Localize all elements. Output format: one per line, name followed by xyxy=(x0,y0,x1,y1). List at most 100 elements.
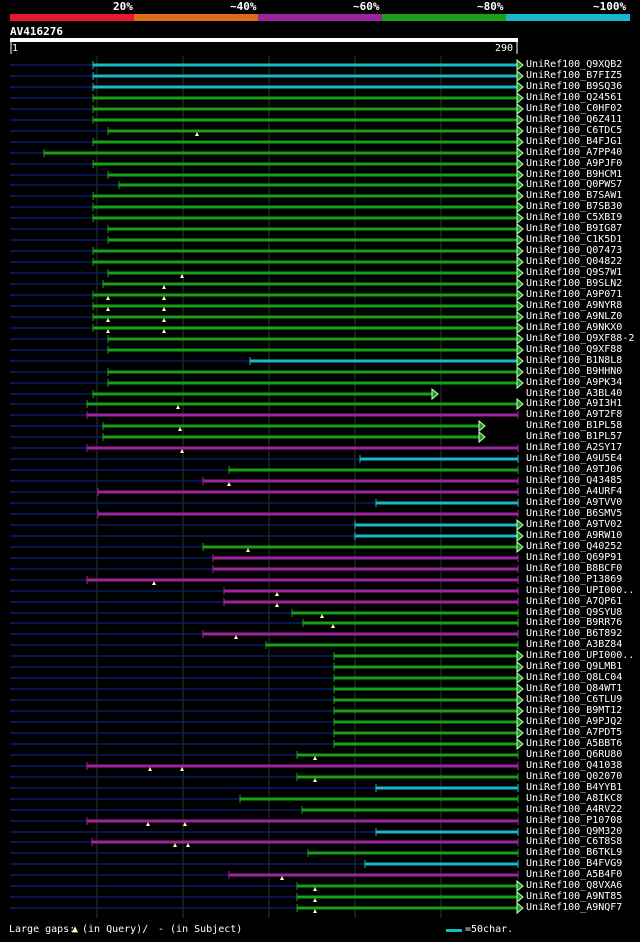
hit-label[interactable]: UniRef100_A7PDT5 xyxy=(526,727,623,738)
hit-label[interactable]: UniRef100_C6T8S8 xyxy=(526,836,623,847)
hit-label[interactable]: UniRef100_A9NLZ0 xyxy=(526,311,623,322)
hit-label[interactable]: UniRef100_A2SY17 xyxy=(526,442,623,453)
hit-label[interactable]: UniRef100_Q41038 xyxy=(526,760,623,771)
hit-label[interactable]: UniRef100_A9NQF7 xyxy=(526,902,623,913)
legend-query-gap-icon: ▲ xyxy=(72,924,79,935)
hit-label[interactable]: UniRef100_B6TKL9 xyxy=(526,847,623,858)
hit-label[interactable]: UniRef100_A3BZ84 xyxy=(526,639,623,650)
alignment-bar xyxy=(297,906,518,910)
hit-label[interactable]: UniRef100_UPI000.. xyxy=(526,585,635,596)
hit-label[interactable]: UniRef100_B1N8L8 xyxy=(526,355,623,366)
hit-label[interactable]: UniRef100_C6TDC5 xyxy=(526,125,623,136)
query-gap-marker xyxy=(178,427,182,431)
hit-label[interactable]: UniRef100_A3BL40 xyxy=(526,388,623,399)
hit-label[interactable]: UniRef100_B7SB30 xyxy=(526,201,623,212)
hit-label[interactable]: UniRef100_P13869 xyxy=(526,574,623,585)
hit-label[interactable]: UniRef100_B9HHN0 xyxy=(526,366,623,377)
alignment-bar xyxy=(93,96,518,100)
hit-label[interactable]: UniRef100_A9PK34 xyxy=(526,377,623,388)
identity-scale-segment xyxy=(134,14,258,21)
hit-label[interactable]: UniRef100_B8BCF0 xyxy=(526,563,623,574)
hit-label[interactable]: UniRef100_A9T2F8 xyxy=(526,409,623,420)
alignment-end-arrow xyxy=(516,354,524,368)
alignment-bar xyxy=(108,227,518,231)
hit-label[interactable]: UniRef100_A8IKC8 xyxy=(526,793,623,804)
hit-label[interactable]: UniRef100_C1K5D1 xyxy=(526,234,623,245)
hit-label[interactable]: UniRef100_B9SQ36 xyxy=(526,81,623,92)
hit-label[interactable]: UniRef100_B1PL58 xyxy=(526,420,623,431)
hit-label[interactable]: UniRef100_Q6Z411 xyxy=(526,114,623,125)
hit-label[interactable]: UniRef100_P10708 xyxy=(526,815,623,826)
alignment-end-arrow xyxy=(516,288,524,302)
hit-label[interactable]: UniRef100_A5B4F0 xyxy=(526,869,623,880)
hit-label[interactable]: UniRef100_Q84WT1 xyxy=(526,683,623,694)
hit-label[interactable]: UniRef100_B4YYB1 xyxy=(526,782,623,793)
hit-label[interactable]: UniRef100_A9TJ06 xyxy=(526,464,623,475)
hit-label[interactable]: UniRef100_Q9LMB1 xyxy=(526,661,623,672)
identity-scale-40: ~40% xyxy=(230,0,257,13)
hit-label[interactable]: UniRef100_B6SMV5 xyxy=(526,508,623,519)
hit-label[interactable]: UniRef100_A9I3H1 xyxy=(526,398,623,409)
hit-label[interactable]: UniRef100_Q6RU80 xyxy=(526,749,623,760)
hit-label[interactable]: UniRef100_Q9XQB2 xyxy=(526,59,623,70)
hit-label[interactable]: UniRef100_Q9XF88-2 xyxy=(526,333,635,344)
query-name: AV416276 xyxy=(10,25,63,38)
hit-label[interactable]: UniRef100_C5XBI9 xyxy=(526,212,623,223)
hit-label[interactable]: UniRef100_Q8LC04 xyxy=(526,672,623,683)
hit-label[interactable]: UniRef100_Q9S7W1 xyxy=(526,267,623,278)
hit-label[interactable]: UniRef100_Q9M320 xyxy=(526,826,623,837)
query-gap-marker xyxy=(275,603,279,607)
query-start: 1 xyxy=(12,43,19,54)
alignment-bar xyxy=(334,742,518,746)
hit-label[interactable]: UniRef100_A5BBT6 xyxy=(526,738,623,749)
hit-label[interactable]: UniRef100_B1PL57 xyxy=(526,431,623,442)
hit-label[interactable]: UniRef100_A9RW10 xyxy=(526,530,623,541)
alignment-bar xyxy=(93,85,518,89)
alignment-end-arrow xyxy=(516,529,524,543)
hit-label[interactable]: UniRef100_A9PJQ2 xyxy=(526,716,623,727)
alignment-bar xyxy=(213,556,518,560)
hit-label[interactable]: UniRef100_B9IG87 xyxy=(526,223,623,234)
hit-label[interactable]: UniRef100_A4URF4 xyxy=(526,486,623,497)
hit-label[interactable]: UniRef100_B4FJG1 xyxy=(526,136,623,147)
hit-label[interactable]: UniRef100_A9U5E4 xyxy=(526,453,623,464)
hit-label[interactable]: UniRef100_Q04822 xyxy=(526,256,623,267)
hit-label[interactable]: UniRef100_UPI000.. xyxy=(526,650,635,661)
alignment-bar xyxy=(108,370,518,374)
alignment-bar xyxy=(93,216,518,220)
hit-label[interactable]: UniRef100_A9TV02 xyxy=(526,519,623,530)
hit-label[interactable]: UniRef100_B9MT12 xyxy=(526,705,623,716)
hit-label[interactable]: UniRef100_A4RV22 xyxy=(526,804,623,815)
hit-label[interactable]: UniRef100_Q8VXA6 xyxy=(526,880,623,891)
hit-label[interactable]: UniRef100_Q24561 xyxy=(526,92,623,103)
hit-label[interactable]: UniRef100_Q69P91 xyxy=(526,552,623,563)
hit-label[interactable]: UniRef100_B9RR76 xyxy=(526,617,623,628)
hit-label[interactable]: UniRef100_B7FIZ5 xyxy=(526,70,623,81)
hit-label[interactable]: UniRef100_B7SAW1 xyxy=(526,190,623,201)
hit-label[interactable]: UniRef100_B9HCM1 xyxy=(526,169,623,180)
hit-label[interactable]: UniRef100_C6TLU9 xyxy=(526,694,623,705)
hit-label[interactable]: UniRef100_B9SLN2 xyxy=(526,278,623,289)
hit-label[interactable]: UniRef100_Q43485 xyxy=(526,475,623,486)
hit-label[interactable]: UniRef100_A7PP40 xyxy=(526,147,623,158)
hit-label[interactable]: UniRef100_Q9XF88 xyxy=(526,344,623,355)
hit-label[interactable]: UniRef100_B6T892 xyxy=(526,628,623,639)
hit-label[interactable]: UniRef100_C0HF02 xyxy=(526,103,623,114)
hit-label[interactable]: UniRef100_A7QP61 xyxy=(526,596,623,607)
hit-label[interactable]: UniRef100_Q0PWS7 xyxy=(526,179,623,190)
hit-label[interactable]: UniRef100_Q07473 xyxy=(526,245,623,256)
hit-label[interactable]: UniRef100_A9P071 xyxy=(526,289,623,300)
hit-label[interactable]: UniRef100_A9PJF0 xyxy=(526,158,623,169)
hit-label[interactable]: UniRef100_Q02070 xyxy=(526,771,623,782)
hit-label[interactable]: UniRef100_A9TVV0 xyxy=(526,497,623,508)
hit-label[interactable]: UniRef100_Q9SYU8 xyxy=(526,607,623,618)
alignment-bar xyxy=(376,786,518,790)
hit-label[interactable]: UniRef100_A9NKX0 xyxy=(526,322,623,333)
hit-label[interactable]: UniRef100_B4FVG9 xyxy=(526,858,623,869)
alignment-bar xyxy=(229,873,518,877)
hit-label[interactable]: UniRef100_A9NYR8 xyxy=(526,300,623,311)
alignment-bar xyxy=(360,457,518,461)
hit-label[interactable]: UniRef100_A9NT85 xyxy=(526,891,623,902)
query-gap-marker xyxy=(313,778,317,782)
hit-label[interactable]: UniRef100_Q40252 xyxy=(526,541,623,552)
